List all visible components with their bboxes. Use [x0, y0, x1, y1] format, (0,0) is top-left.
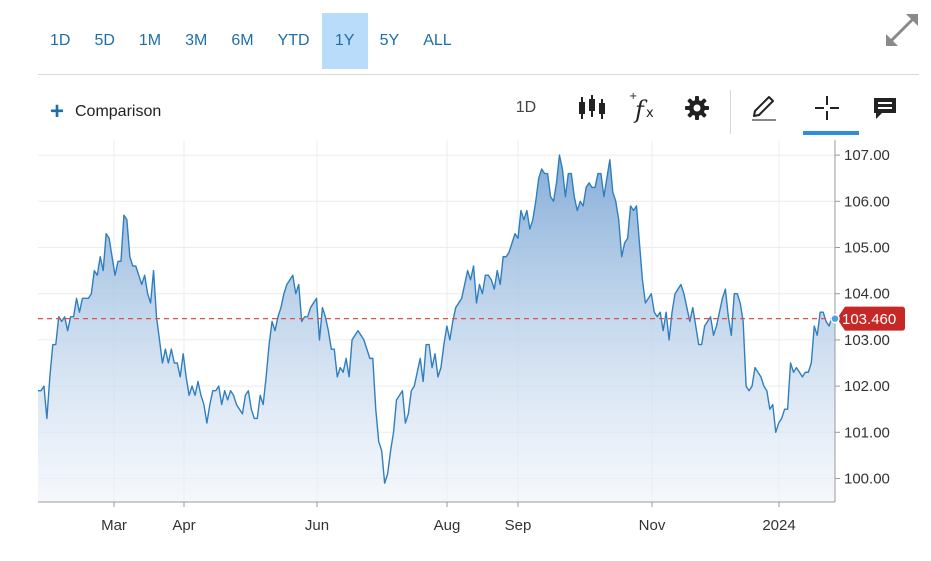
price-area — [38, 155, 835, 502]
x-tick-label: 2024 — [762, 517, 795, 534]
pencil-icon[interactable] — [748, 90, 780, 126]
last-price-tag-shape — [837, 306, 905, 331]
svg-text:+: + — [629, 91, 637, 102]
last-price-marker — [830, 313, 840, 324]
range-button-1m[interactable]: 1M — [138, 32, 162, 49]
x-tick-label: Nov — [639, 517, 666, 534]
y-tick-label: 103.00 — [844, 332, 890, 349]
y-tick-label: 101.00 — [844, 424, 890, 441]
expand-icon[interactable] — [884, 12, 920, 48]
x-tick-label: Jun — [305, 517, 329, 534]
range-selector: 1D 5D 1M 3M 6M YTD 1Y 5Y ALL — [38, 13, 464, 69]
svg-text:x: x — [646, 106, 654, 121]
comment-icon[interactable] — [870, 90, 900, 126]
y-tick-label: 107.00 — [844, 147, 890, 164]
x-tick-label: Mar — [101, 517, 127, 534]
x-tick-label: Sep — [505, 517, 532, 534]
fx-icon[interactable]: + f x — [628, 90, 660, 126]
crosshair-icon[interactable] — [813, 90, 841, 126]
toolbar-divider — [38, 74, 919, 75]
y-axis: 100.00 101.00 102.00 103.00 104.00 105.00 106.… — [835, 147, 890, 488]
crosshair-active-indicator — [803, 131, 859, 135]
y-tick-label: 100.00 — [844, 471, 890, 488]
range-button-3m[interactable]: 3M — [185, 32, 208, 49]
candlestick-icon[interactable] — [576, 90, 608, 126]
x-tick-label: Aug — [434, 517, 461, 534]
interval-selector[interactable]: 1D — [515, 99, 537, 116]
price-line — [38, 154, 836, 484]
range-button-5d[interactable]: 5D — [94, 32, 115, 49]
x-tick-label: Apr — [172, 517, 195, 534]
gear-icon[interactable] — [683, 90, 711, 126]
comparison-label: Comparison — [75, 103, 162, 120]
range-button-all[interactable]: ALL — [423, 32, 452, 49]
y-tick-label: 104.00 — [844, 286, 890, 303]
y-tick-label: 105.00 — [844, 240, 890, 257]
x-axis: Mar Apr Jun Aug Sep Nov 2024 — [101, 502, 796, 534]
plus-icon: + — [50, 98, 65, 125]
last-price-label: 103.460 — [842, 311, 896, 328]
range-button-1d[interactable]: 1D — [50, 32, 71, 49]
range-button-ytd[interactable]: YTD — [277, 32, 310, 49]
tool-divider — [730, 90, 731, 134]
comparison-button[interactable]: + Comparison — [50, 100, 161, 124]
y-tick-label: 102.00 — [844, 378, 890, 395]
y-tick-label: 106.00 — [844, 193, 890, 210]
range-button-6m[interactable]: 6M — [231, 32, 254, 49]
range-button-5y[interactable]: 5Y — [379, 32, 400, 49]
range-button-1y[interactable]: 1Y — [321, 13, 368, 69]
last-price-tag: 103.460 — [837, 306, 905, 331]
